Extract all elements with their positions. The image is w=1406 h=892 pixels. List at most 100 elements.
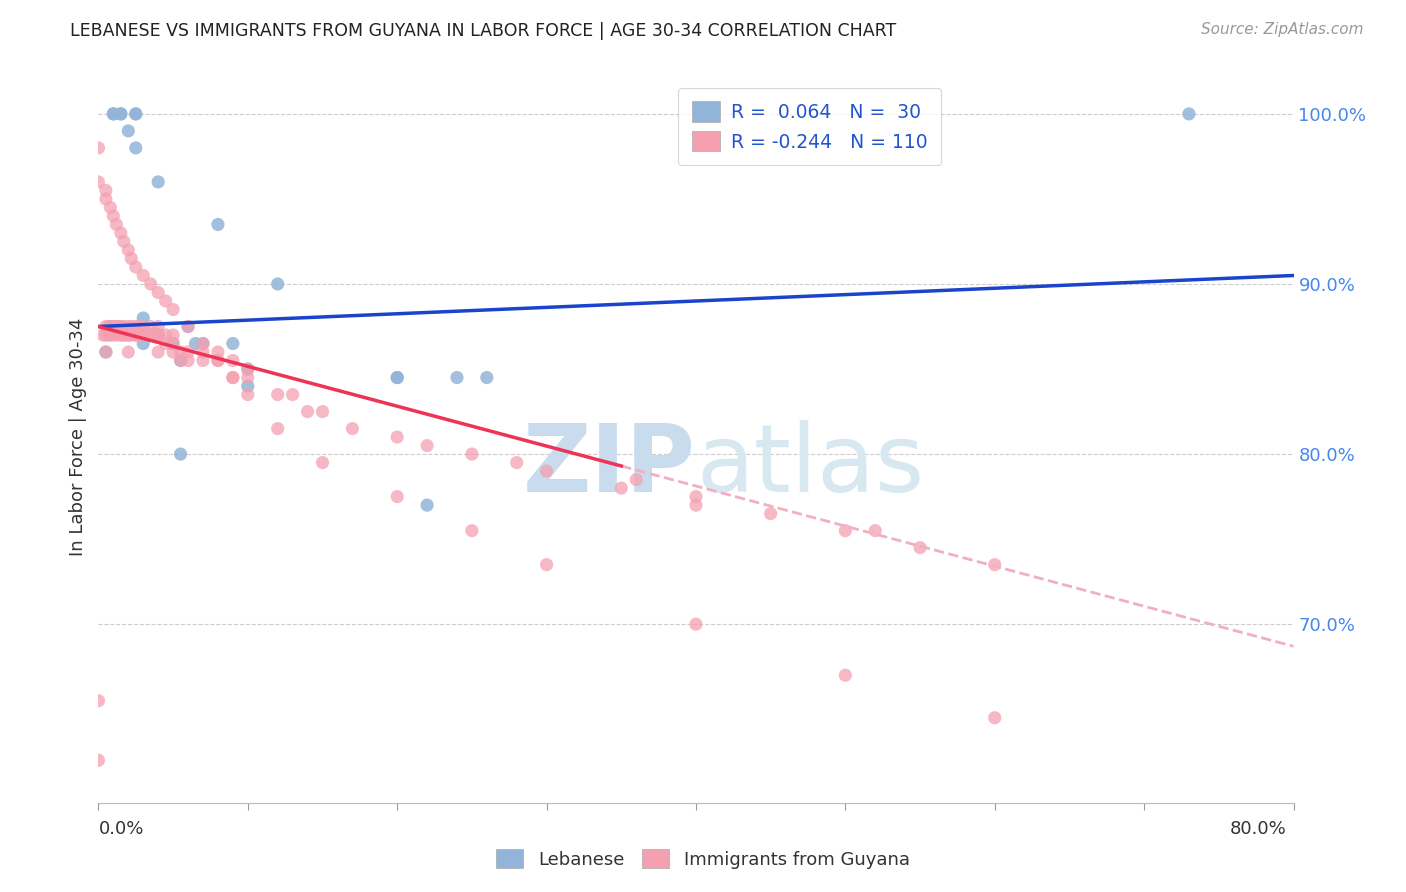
Point xyxy=(105,328,128,343)
Point xyxy=(110,319,132,334)
Point xyxy=(536,558,558,572)
Point xyxy=(191,336,214,351)
Point xyxy=(139,277,162,291)
Point xyxy=(125,141,148,155)
Point xyxy=(128,319,150,334)
Point xyxy=(416,439,439,453)
Point xyxy=(162,302,184,317)
Point xyxy=(94,328,117,343)
Point xyxy=(222,336,245,351)
Point xyxy=(128,328,150,343)
Text: 0.0%: 0.0% xyxy=(98,820,143,838)
Point xyxy=(103,319,125,334)
Point xyxy=(87,694,110,708)
Point xyxy=(87,175,110,189)
Point xyxy=(120,328,142,343)
Point xyxy=(177,319,200,334)
Y-axis label: In Labor Force | Age 30-34: In Labor Force | Age 30-34 xyxy=(69,318,87,557)
Point xyxy=(191,345,214,359)
Point xyxy=(132,319,155,334)
Point xyxy=(177,353,200,368)
Point xyxy=(162,345,184,359)
Point xyxy=(385,430,409,444)
Point xyxy=(103,328,125,343)
Point xyxy=(446,370,468,384)
Point xyxy=(191,336,214,351)
Point xyxy=(148,328,170,343)
Text: ZIP: ZIP xyxy=(523,420,696,512)
Point xyxy=(416,498,439,512)
Point xyxy=(461,524,484,538)
Point xyxy=(110,328,132,343)
Point xyxy=(236,362,259,376)
Point xyxy=(311,456,333,470)
Point xyxy=(117,124,139,138)
Point xyxy=(236,370,259,384)
Text: LEBANESE VS IMMIGRANTS FROM GUYANA IN LABOR FORCE | AGE 30-34 CORRELATION CHART: LEBANESE VS IMMIGRANTS FROM GUYANA IN LA… xyxy=(70,22,897,40)
Point xyxy=(110,319,132,334)
Point xyxy=(97,319,120,334)
Point xyxy=(110,107,132,121)
Point xyxy=(685,617,707,632)
Point xyxy=(112,235,135,249)
Text: Source: ZipAtlas.com: Source: ZipAtlas.com xyxy=(1201,22,1364,37)
Point xyxy=(87,753,110,767)
Point xyxy=(342,421,364,435)
Point xyxy=(207,345,229,359)
Point xyxy=(191,353,214,368)
Point xyxy=(139,319,162,334)
Point xyxy=(1178,107,1201,121)
Point xyxy=(125,107,148,121)
Point xyxy=(267,421,290,435)
Point xyxy=(103,107,125,121)
Point xyxy=(125,328,148,343)
Point xyxy=(112,328,135,343)
Legend: Lebanese, Immigrants from Guyana: Lebanese, Immigrants from Guyana xyxy=(489,841,917,876)
Point xyxy=(162,336,184,351)
Point xyxy=(281,387,304,401)
Legend: R =  0.064   N =  30, R = -0.244   N = 110: R = 0.064 N = 30, R = -0.244 N = 110 xyxy=(678,88,941,165)
Point xyxy=(207,218,229,232)
Point xyxy=(112,328,135,343)
Point xyxy=(385,490,409,504)
Point xyxy=(222,353,245,368)
Point xyxy=(125,107,148,121)
Point xyxy=(207,353,229,368)
Point xyxy=(536,464,558,478)
Point xyxy=(139,328,162,343)
Point xyxy=(125,260,148,274)
Point xyxy=(117,328,139,343)
Point xyxy=(148,345,170,359)
Point xyxy=(117,345,139,359)
Point xyxy=(120,319,142,334)
Point xyxy=(117,319,139,334)
Point xyxy=(207,353,229,368)
Point xyxy=(148,319,170,334)
Point xyxy=(169,447,191,461)
Point xyxy=(148,175,170,189)
Point xyxy=(311,404,333,418)
Point xyxy=(94,345,117,359)
Point xyxy=(685,498,707,512)
Point xyxy=(385,370,409,384)
Point xyxy=(97,328,120,343)
Point xyxy=(155,328,177,343)
Point xyxy=(148,328,170,343)
Point xyxy=(87,141,110,155)
Text: 80.0%: 80.0% xyxy=(1230,820,1286,838)
Point xyxy=(125,319,148,334)
Point xyxy=(506,456,529,470)
Point xyxy=(169,353,191,368)
Point xyxy=(222,370,245,384)
Point xyxy=(267,387,290,401)
Point xyxy=(132,336,155,351)
Point xyxy=(110,226,132,240)
Point xyxy=(139,328,162,343)
Point xyxy=(984,711,1007,725)
Point xyxy=(184,336,207,351)
Point xyxy=(155,293,177,308)
Point xyxy=(865,524,887,538)
Point xyxy=(685,490,707,504)
Point xyxy=(100,319,122,334)
Point xyxy=(94,192,117,206)
